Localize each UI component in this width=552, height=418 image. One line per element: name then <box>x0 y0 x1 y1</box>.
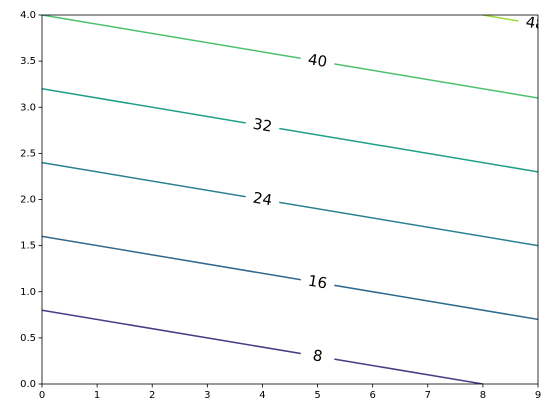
x-tick-label: 0 <box>39 390 45 401</box>
y-tick-label: 0.5 <box>20 333 36 344</box>
contour-line <box>42 309 484 384</box>
label-gap <box>300 349 335 364</box>
plot-area: 8 16 24 32 40 48 <box>42 13 546 384</box>
x-tick-label: 1 <box>94 390 100 401</box>
label-gap <box>245 118 280 133</box>
contour-line <box>42 88 538 173</box>
y-tick-label: 1.0 <box>20 287 36 298</box>
x-tick-label: 7 <box>425 390 431 401</box>
label-gap <box>245 192 280 207</box>
contour-label: 32 <box>252 115 274 136</box>
label-gap <box>517 17 538 31</box>
x-tick-label: 5 <box>314 390 320 401</box>
x-tick-label: 9 <box>535 390 541 401</box>
contour-line <box>42 15 538 99</box>
y-tick-label: 2.5 <box>20 148 36 159</box>
x-tick-label: 4 <box>259 390 265 401</box>
x-tick-label: 6 <box>369 390 375 401</box>
label-gap <box>300 275 335 290</box>
y-tick-label: 3.0 <box>20 102 36 113</box>
y-tick-label: 2.0 <box>20 195 36 206</box>
x-tick-label: 8 <box>480 390 486 401</box>
y-tick-label: 1.5 <box>20 241 36 252</box>
contour-label: 8 <box>311 346 323 365</box>
y-tick-label: 4.0 <box>20 10 36 21</box>
contour-label: 16 <box>307 272 329 293</box>
axes-frame <box>41 14 539 385</box>
contour-label: 40 <box>307 50 329 71</box>
contour-line <box>42 235 538 321</box>
contour-line <box>42 161 538 247</box>
y-tick-label: 3.5 <box>20 56 36 67</box>
contour-label: 24 <box>252 189 274 210</box>
contour-label: 48 <box>524 13 546 34</box>
y-tick-label: 0.0 <box>20 379 36 390</box>
x-tick-label: 2 <box>149 390 155 401</box>
x-tick-label: 3 <box>204 390 210 401</box>
label-gap <box>300 54 335 68</box>
